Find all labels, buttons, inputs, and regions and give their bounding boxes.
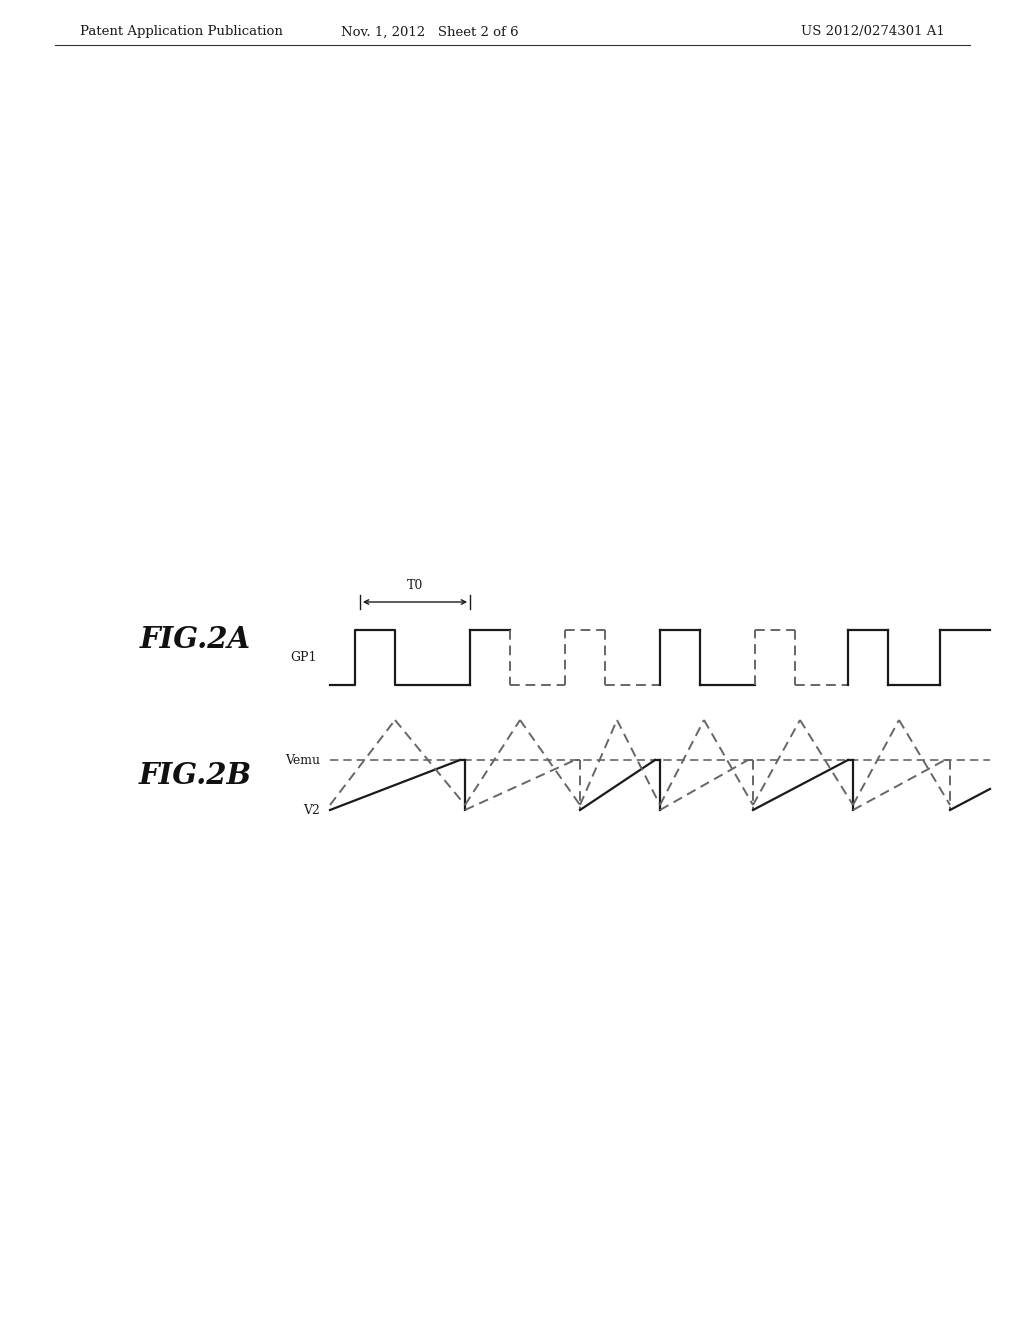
Text: T0: T0 xyxy=(407,579,423,591)
Text: FIG.2B: FIG.2B xyxy=(138,760,252,789)
Text: GP1: GP1 xyxy=(291,651,317,664)
Text: Patent Application Publication: Patent Application Publication xyxy=(80,25,283,38)
Text: V2: V2 xyxy=(303,804,319,817)
Text: US 2012/0274301 A1: US 2012/0274301 A1 xyxy=(801,25,945,38)
Text: Vemu: Vemu xyxy=(285,754,319,767)
Text: Nov. 1, 2012   Sheet 2 of 6: Nov. 1, 2012 Sheet 2 of 6 xyxy=(341,25,519,38)
Text: FIG.2A: FIG.2A xyxy=(139,626,251,655)
